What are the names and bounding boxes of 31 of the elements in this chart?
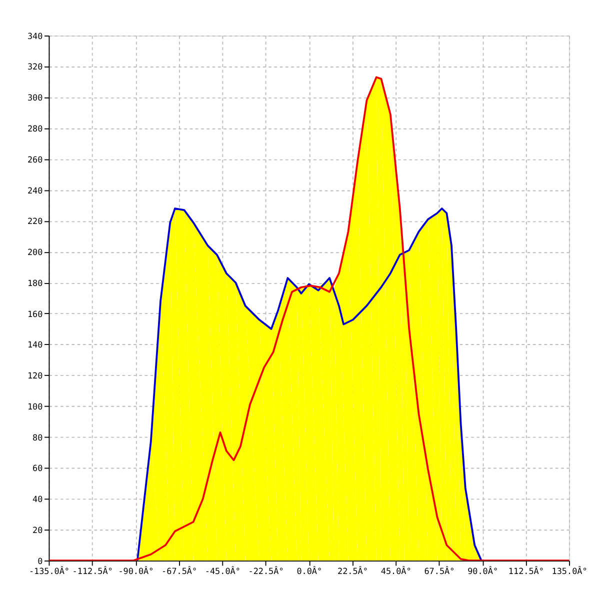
y-tick-label: 300 [27,92,43,103]
y-tick-label: 340 [27,30,43,41]
y-tick-label: 240 [27,185,43,196]
x-tick-label: -135.0Â° [28,566,70,576]
x-tick-label: -90.0Â° [118,566,154,576]
y-tick-label: 80 [32,432,43,442]
x-tick-label: -67.5Â° [162,566,198,576]
y-tick-label: 140 [27,340,43,350]
y-tick-label: 320 [27,62,43,72]
x-tick-label: 22.5Â° [338,566,368,576]
y-tick-label: 220 [27,216,43,226]
x-tick-label: 135.0Â° [552,566,588,576]
x-tick-label: -22.5Â° [248,566,284,576]
y-tick-label: 260 [27,154,43,164]
y-tick-label: 200 [27,247,43,258]
x-tick-label: -112.5Â° [72,566,113,576]
x-tick-label: 67.5Â° [424,566,455,576]
x-tick-label: -45.0Â° [204,566,240,576]
x-tick-label: 112.5Â° [508,566,544,576]
y-tick-label: 180 [27,278,43,288]
y-tick-label: 120 [27,370,43,381]
y-tick-label: 60 [32,463,43,474]
y-tick-label: 100 [27,401,43,412]
x-tick-label: 90.0Â° [468,566,498,576]
x-tick-label: 0.0Â° [296,566,322,576]
y-tick-label: 0 [38,556,43,566]
y-tick-label: 40 [32,494,43,504]
y-tick-label: 280 [27,123,43,134]
y-tick-label: 160 [27,308,43,319]
x-tick-label: 45.0Â° [380,566,412,576]
y-tick-label: 20 [32,524,43,535]
